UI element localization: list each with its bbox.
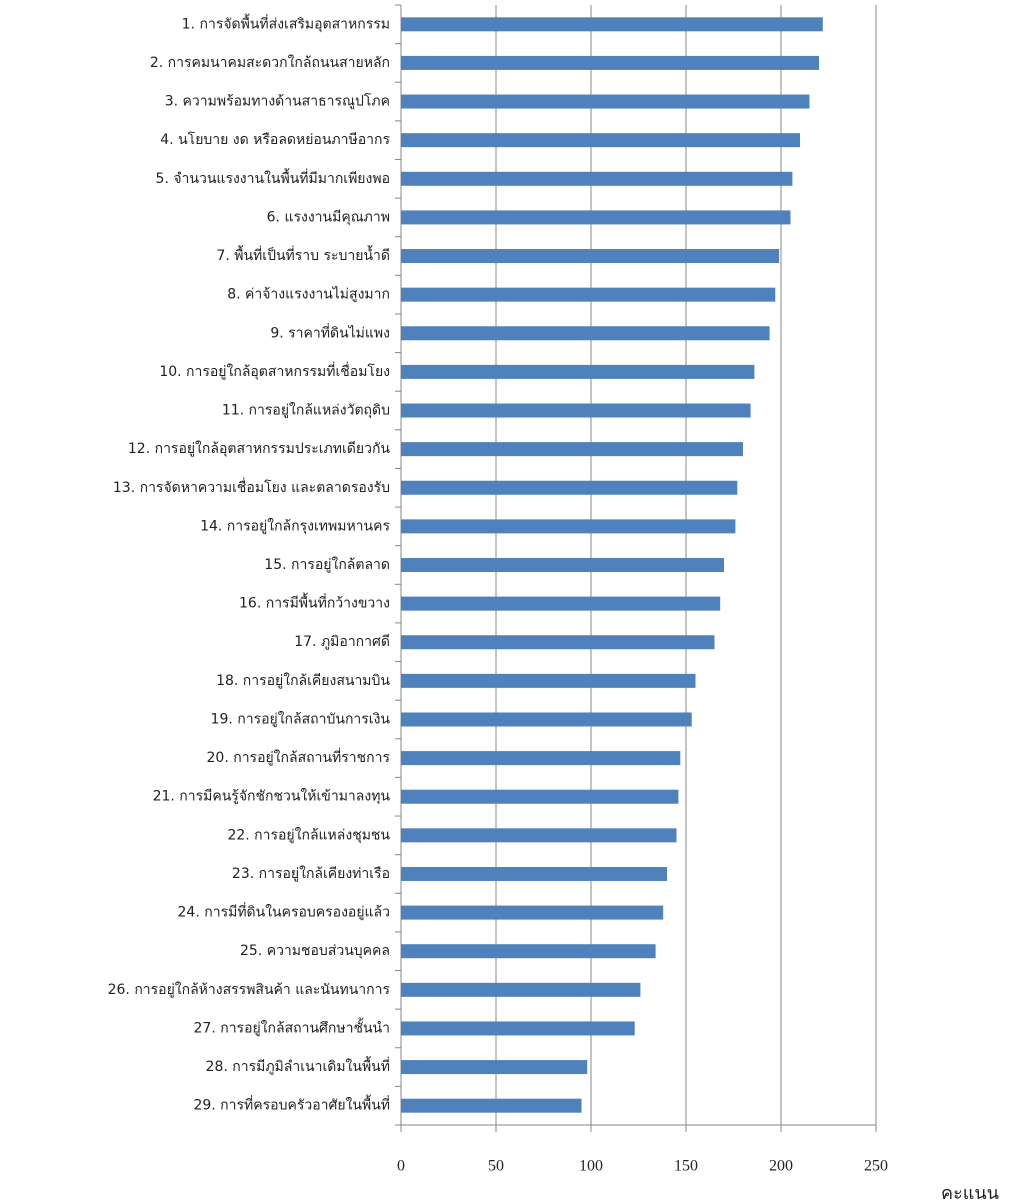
bar bbox=[401, 673, 696, 688]
bar bbox=[401, 596, 721, 611]
bar bbox=[401, 789, 679, 804]
bar bbox=[401, 442, 743, 457]
bar bbox=[401, 171, 793, 186]
bar bbox=[401, 1021, 635, 1036]
bar bbox=[401, 55, 819, 70]
bar bbox=[401, 982, 641, 997]
y-tick-label: 5. จำนวนแรงงานในพื้นที่มีมากเพียงพอ bbox=[156, 168, 390, 187]
bar bbox=[401, 1060, 588, 1075]
y-tick-label: 6. แรงงานมีคุณภาพ bbox=[267, 209, 390, 225]
x-tick-label: 250 bbox=[864, 1158, 888, 1175]
y-tick-label: 28. การมีภูมิลำเนาเดิมในพื้นที่ bbox=[206, 1056, 390, 1075]
y-tick-label: 17. ภูมิอากาศดี bbox=[294, 634, 390, 650]
y-tick-label: 10. การอยู่ใกล้อุตสาหกรรมที่เชื่อมโยง bbox=[159, 362, 390, 380]
x-tick-label: 100 bbox=[579, 1158, 603, 1175]
y-tick-label: 22. การอยู่ใกล้แหล่งชุมชน bbox=[227, 826, 390, 843]
x-axis-label: คะแนน bbox=[941, 1183, 999, 1201]
bar bbox=[401, 828, 677, 843]
bar bbox=[401, 326, 770, 341]
y-tick-label: 2. การคมนาคมสะดวกใกล้ถนนสายหลัก bbox=[150, 54, 390, 71]
bar bbox=[401, 635, 715, 650]
bar bbox=[401, 133, 800, 148]
bar bbox=[401, 287, 776, 302]
y-tick-label: 18. การอยู่ใกล้เคียงสนามบิน bbox=[216, 672, 390, 689]
y-tick-label: 29. การที่ครอบครัวอาศัยในพื้นที่ bbox=[193, 1095, 390, 1114]
y-tick-label: 12. การอยู่ใกล้อุตสาหกรรมประเภทเดียวกัน bbox=[128, 440, 391, 457]
y-tick-label: 20. การอยู่ใกล้สถานที่ราชการ bbox=[207, 748, 391, 766]
bar bbox=[401, 17, 823, 32]
y-tick-label: 14. การอยู่ใกล้กรุงเทพมหานคร bbox=[200, 517, 390, 534]
bar bbox=[401, 94, 810, 109]
y-tick-label: 19. การอยู่ใกล้สถาบันการเงิน bbox=[211, 710, 391, 727]
y-tick-label: 26. การอยู่ใกล้ห้างสรรพสินค้า และนันทนาก… bbox=[108, 981, 391, 998]
y-tick-label: 13. การจัดหาความเชื่อมโยง และตลาดรองรับ bbox=[113, 478, 390, 496]
y-tick-label: 27. การอยู่ใกล้สถานศึกษาชั้นนำ bbox=[194, 1017, 391, 1036]
bar bbox=[401, 905, 664, 920]
y-tick-label: 11. การอยู่ใกล้แหล่งวัตถุดิบ bbox=[222, 402, 390, 419]
y-tick-label: 24. การมีที่ดินในครอบครองอยู่แล้ว bbox=[178, 903, 390, 921]
y-tick-label: 4. นโยบาย งด หรือลดหย่อนภาษีอากร bbox=[160, 131, 390, 148]
y-tick-label: 15. การอยู่ใกล้ตลาด bbox=[264, 556, 390, 573]
x-tick-label: 200 bbox=[769, 1158, 793, 1175]
bar bbox=[401, 751, 681, 766]
bar bbox=[401, 210, 791, 225]
bar bbox=[401, 249, 780, 264]
y-tick-label: 1. การจัดพื้นที่ส่งเสริมอุตสาหกรรม bbox=[182, 13, 390, 32]
y-tick-label: 16. การมีพื้นที่กว้างขวาง bbox=[239, 593, 390, 612]
y-tick-label: 8. ค่าจ้างแรงงานไม่สูงมาก bbox=[227, 286, 390, 303]
bar bbox=[401, 1098, 582, 1113]
x-tick-label: 0 bbox=[397, 1158, 405, 1175]
bar bbox=[401, 866, 667, 881]
y-tick-label: 9. ราคาที่ดินไม่แพง bbox=[270, 323, 390, 341]
bar bbox=[401, 944, 656, 959]
y-tick-label: 7. พื้นที่เป็นที่ราบ ระบายน้ำดี bbox=[216, 245, 390, 264]
x-tick-label: 50 bbox=[488, 1158, 504, 1175]
bar bbox=[401, 480, 738, 495]
bar bbox=[401, 712, 692, 727]
y-tick-label: 21. การมีคนรู้จักชักชวนให้เข้ามาลงทุน bbox=[153, 788, 391, 805]
bar bbox=[401, 403, 751, 418]
x-tick-label: 150 bbox=[674, 1158, 698, 1175]
y-tick-label: 23. การอยู่ใกล้เคียงท่าเรือ bbox=[232, 865, 390, 882]
bar bbox=[401, 364, 755, 379]
y-tick-label: 25. ความชอบส่วนบุคคล bbox=[240, 943, 390, 959]
bar bbox=[401, 519, 736, 534]
y-tick-label: 3. ความพร้อมทางด้านสาธารณูปโภค bbox=[165, 93, 390, 110]
bar bbox=[401, 558, 724, 572]
